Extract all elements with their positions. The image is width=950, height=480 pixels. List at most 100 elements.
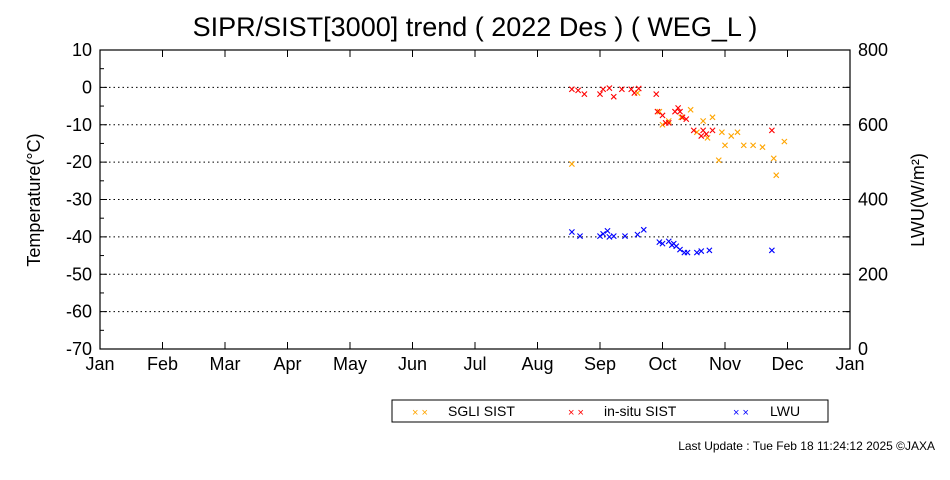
point-lwu	[634, 231, 641, 238]
x-tick-label: Jan	[835, 354, 864, 374]
chart-title: SIPR/SIST[3000] trend ( 2022 Des ) ( WEG…	[193, 12, 758, 42]
x-tick-label: Jul	[463, 354, 486, 374]
legend-label-lwu: LWU	[770, 403, 800, 419]
svg-text:× ×: × ×	[568, 407, 584, 419]
gridlines	[100, 86, 850, 313]
point-lwu	[622, 233, 628, 240]
y2-tick-label: 200	[858, 264, 888, 284]
point-sgli-sist	[659, 121, 666, 128]
point-in-situ-sist	[653, 91, 660, 98]
point-in-situ-sist	[568, 86, 575, 93]
svg-text:× ×: × ×	[412, 407, 428, 419]
point-lwu	[677, 246, 683, 253]
point-sgli-sist	[678, 114, 685, 121]
point-in-situ-sist	[703, 131, 710, 138]
point-sgli-sist	[722, 142, 728, 149]
point-lwu	[597, 233, 603, 240]
point-sgli-sist	[728, 132, 735, 139]
y-tick-label: -20	[66, 152, 92, 172]
point-in-situ-sist	[665, 119, 672, 126]
legend-box	[391, 399, 829, 423]
point-sgli-sist	[759, 144, 766, 151]
x-tick-label: May	[333, 354, 367, 374]
y-axis-left: 10 0 -10 -20 -30 -40 -50 -60 -70	[66, 40, 850, 359]
legend-marker-lwu: × ×	[733, 407, 749, 419]
point-in-situ-sist	[654, 108, 661, 115]
legend: × × SGLI SIST × × in-situ SIST × × LWU	[391, 399, 829, 423]
point-in-situ-sist	[679, 114, 686, 121]
x-tick-label: Jan	[85, 354, 114, 374]
point-lwu	[659, 240, 666, 247]
x-tick-label: Apr	[273, 354, 301, 374]
point-lwu	[640, 226, 647, 233]
point-sgli-sist	[781, 138, 788, 145]
point-in-situ-sist	[618, 86, 625, 93]
point-sgli-sist	[770, 155, 777, 162]
point-sgli-sist	[715, 157, 722, 164]
y-tick-label: 0	[82, 77, 92, 97]
point-sgli-sist	[665, 118, 672, 125]
point-lwu	[706, 247, 713, 254]
point-sgli-sist	[704, 134, 711, 141]
point-sgli-sist	[750, 142, 757, 149]
point-lwu	[577, 233, 583, 240]
y-tick-label: -60	[66, 302, 92, 322]
point-lwu	[693, 249, 700, 256]
point-in-situ-sist	[606, 85, 613, 92]
y-axis-right: 800 600 400 200 0	[843, 40, 888, 359]
point-in-situ-sist	[600, 86, 607, 93]
last-update: Last Update : Tue Feb 18 11:24:12 2025 ©…	[678, 439, 935, 453]
y-tick-label: 10	[72, 40, 92, 60]
x-tick-label: Feb	[147, 354, 178, 374]
legend-label-insitu: in-situ SIST	[604, 403, 677, 419]
point-lwu	[768, 247, 775, 254]
point-sgli-sist	[740, 142, 747, 149]
x-tick-label: Nov	[709, 354, 741, 374]
y-tick-label: -70	[66, 339, 92, 359]
point-in-situ-sist	[597, 91, 603, 98]
point-lwu	[698, 248, 705, 255]
x-tick-label: Sep	[584, 354, 616, 374]
svg-text:× ×: × ×	[733, 407, 749, 419]
point-in-situ-sist	[677, 108, 683, 115]
y-tick-label: -40	[66, 227, 92, 247]
y2-tick-label: 400	[858, 190, 888, 210]
point-sgli-sist	[709, 114, 716, 121]
x-tick-label: Jun	[398, 354, 427, 374]
x-tick-label: Aug	[521, 354, 553, 374]
point-in-situ-sist	[635, 85, 642, 92]
x-tick-label: Mar	[210, 354, 241, 374]
legend-marker-sgli: × ×	[412, 407, 428, 419]
point-in-situ-sist	[698, 132, 705, 139]
point-in-situ-sist	[768, 127, 775, 134]
y2-tick-label: 0	[858, 339, 868, 359]
point-in-situ-sist	[690, 127, 697, 134]
point-sgli-sist	[773, 172, 780, 179]
point-lwu	[656, 239, 663, 246]
y2-tick-label: 600	[858, 115, 888, 135]
y2-axis-label: LWU(W/m²)	[908, 153, 928, 247]
point-sgli-sist	[687, 106, 694, 113]
x-tick-label: Dec	[771, 354, 803, 374]
y2-tick-label: 800	[858, 40, 888, 60]
point-lwu	[610, 233, 617, 240]
point-lwu	[600, 230, 607, 237]
point-in-situ-sist	[631, 89, 638, 96]
point-in-situ-sist	[675, 104, 682, 111]
point-lwu	[568, 229, 575, 236]
point-in-situ-sist	[610, 93, 617, 100]
legend-label-sgli: SGLI SIST	[448, 403, 515, 419]
point-lwu	[684, 249, 691, 256]
x-tick-label: Oct	[648, 354, 676, 374]
point-in-situ-sist	[581, 91, 588, 98]
point-sgli-sist	[700, 118, 707, 125]
point-in-situ-sist	[575, 87, 582, 94]
point-in-situ-sist	[709, 127, 716, 134]
y-tick-label: -10	[66, 115, 92, 135]
y-tick-label: -50	[66, 264, 92, 284]
point-sgli-sist	[718, 129, 725, 136]
legend-marker-insitu: × ×	[568, 407, 584, 419]
x-axis: Jan Feb Mar Apr May Jun Jul Aug Sep Oct Nov Dec Jan	[85, 50, 865, 374]
point-sgli-sist	[734, 129, 741, 136]
